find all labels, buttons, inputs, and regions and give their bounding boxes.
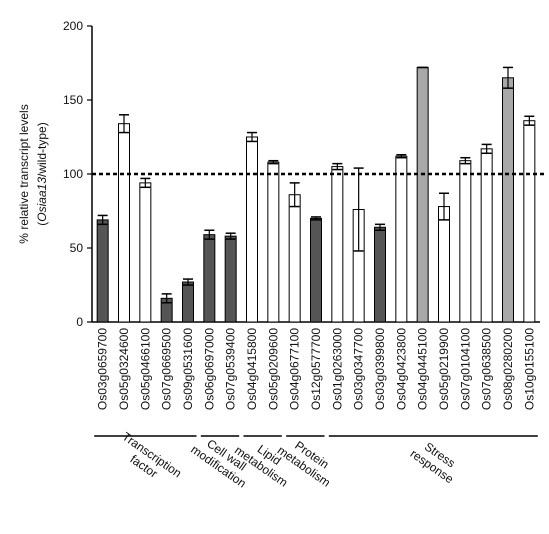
- group-label: Stressresponse: [408, 435, 465, 486]
- bar: [374, 226, 386, 323]
- y-tick-label: 0: [76, 315, 83, 329]
- x-tick-label: Os01g0263000: [330, 328, 344, 410]
- bar: [96, 219, 109, 323]
- error-bar: [268, 159, 279, 165]
- x-tick-label: Os07g0669500: [160, 328, 174, 410]
- group-label: Transcriptionfactor: [112, 429, 185, 491]
- x-tick-label: Os04g0677100: [288, 328, 302, 410]
- error-bar: [375, 223, 385, 231]
- error-bar: [204, 229, 215, 240]
- bar: [267, 161, 280, 323]
- bar: [459, 160, 472, 323]
- error-bar: [183, 278, 193, 286]
- y-label-part: Osiaa13: [35, 177, 49, 222]
- y-label-part: (: [35, 222, 49, 226]
- y-tick-label: 200: [63, 19, 83, 33]
- error-bar: [247, 131, 257, 143]
- x-tick-label: Os04g0445100: [416, 328, 430, 410]
- x-tick-label: Os07g0638500: [480, 328, 494, 410]
- error-bar: [481, 143, 492, 155]
- x-tick-label: Os05g0219900: [437, 328, 451, 410]
- error-bar: [332, 162, 343, 171]
- bar: [438, 206, 450, 323]
- bar: [182, 281, 194, 323]
- x-tick-label: Os05g0324600: [117, 328, 131, 410]
- x-tick-label: Os03g0399800: [373, 328, 387, 410]
- bar: [118, 123, 130, 323]
- y-label: (Osiaa13/wild-type): [35, 122, 49, 225]
- y-label-part: /wild-type): [35, 122, 49, 177]
- y-tick-label: 50: [70, 241, 84, 255]
- y-label: % relative transcript levels: [17, 104, 31, 243]
- error-bar: [503, 66, 513, 89]
- bar: [246, 136, 258, 323]
- bar: [331, 166, 344, 323]
- bar: [288, 194, 301, 323]
- bar: [203, 234, 216, 323]
- x-tick-label: Os04g0423800: [394, 328, 408, 410]
- x-tick-label: Os06g0697000: [202, 328, 216, 410]
- error-bar: [161, 293, 172, 304]
- x-tick-label: Os12g0577700: [309, 328, 323, 410]
- error-bar: [119, 114, 129, 134]
- error-bar: [140, 177, 151, 189]
- error-bar: [460, 156, 471, 165]
- x-tick-label: Os04g0415800: [245, 328, 259, 410]
- x-tick-label: Os03g0347700: [352, 328, 366, 410]
- bar: [139, 182, 152, 323]
- x-tick-label: Os05g0466100: [138, 328, 152, 410]
- x-tick-label: Os05g0209600: [266, 328, 280, 410]
- x-tick-label: Os03g0659700: [96, 328, 110, 410]
- x-tick-label: Os07g0539400: [224, 328, 238, 410]
- error-bar: [97, 214, 108, 226]
- bar: [395, 155, 408, 323]
- y-tick-label: 150: [63, 93, 83, 107]
- error-bar: [225, 232, 236, 240]
- bar: [502, 77, 514, 323]
- bar: [523, 120, 536, 323]
- bar: [310, 217, 322, 323]
- x-tick-label: Os09g0531600: [181, 328, 195, 410]
- x-tick-label: Os08g0280200: [501, 328, 515, 410]
- error-bar: [353, 167, 364, 252]
- x-tick-label: Os07g0104100: [458, 328, 472, 410]
- error-bar: [289, 182, 300, 208]
- error-bar: [524, 115, 535, 126]
- x-tick-label: Os10g0155100: [522, 328, 536, 410]
- bar: [224, 235, 237, 323]
- error-bar: [439, 192, 449, 221]
- y-tick-label: 100: [63, 167, 83, 181]
- error-bar: [311, 216, 321, 221]
- error-bar: [396, 154, 407, 159]
- bar: [416, 66, 429, 323]
